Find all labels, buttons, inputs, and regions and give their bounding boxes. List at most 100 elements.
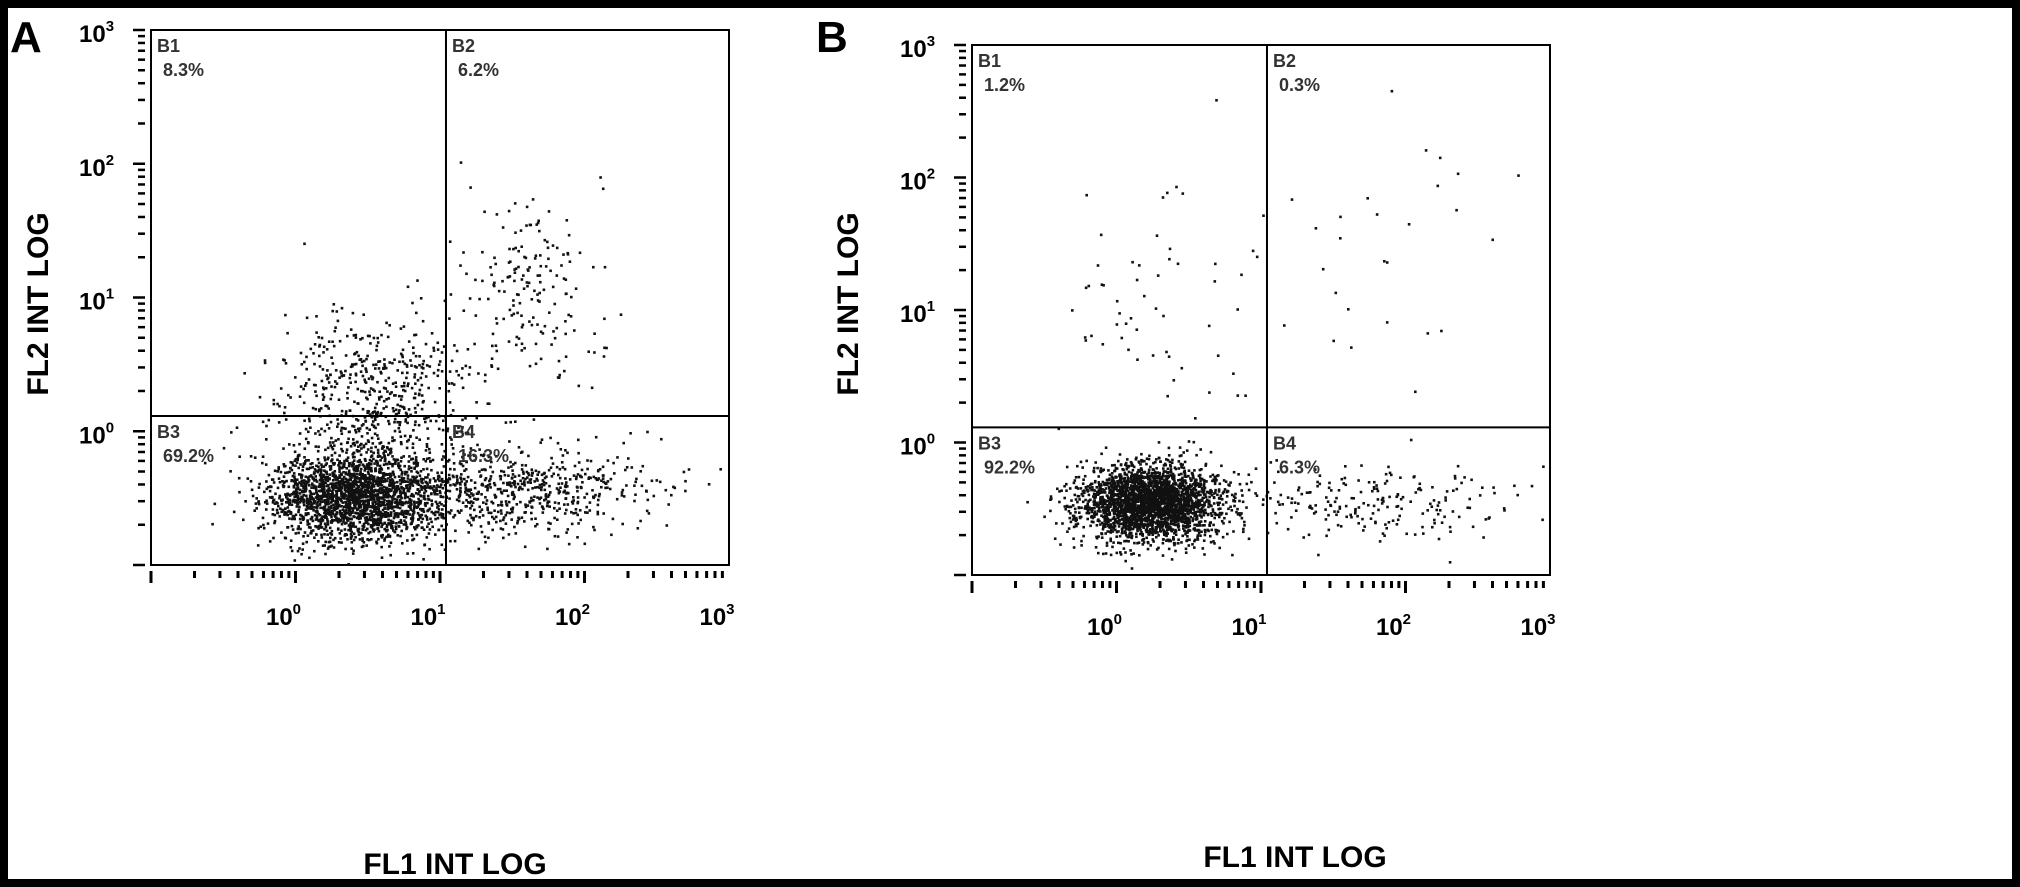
event-point [414, 456, 418, 459]
event-point [544, 497, 548, 501]
event-point [601, 465, 605, 469]
event-point [315, 488, 318, 492]
y-tick-label: 102 [79, 152, 114, 182]
event-point [622, 495, 626, 498]
event-point [372, 493, 376, 496]
event-point [368, 480, 371, 483]
event-point [464, 486, 468, 490]
event-point [387, 466, 390, 470]
event-point [333, 486, 337, 490]
event-point [462, 309, 466, 312]
event-point [419, 499, 423, 503]
event-point [317, 465, 320, 468]
event-point [364, 475, 367, 479]
event-point [361, 524, 364, 528]
event-point [318, 502, 322, 506]
event-point [1247, 537, 1251, 541]
event-point [376, 336, 379, 340]
event-point [443, 299, 447, 303]
event-point [362, 512, 366, 516]
event-point [450, 382, 454, 385]
event-point [506, 276, 510, 279]
event-point [620, 494, 624, 497]
event-point [331, 458, 334, 461]
event-point [423, 494, 426, 498]
event-point [414, 505, 417, 508]
event-point [339, 498, 342, 501]
event-point [473, 508, 476, 512]
event-point [461, 367, 464, 370]
event-point [510, 465, 513, 468]
event-point [577, 461, 581, 464]
event-point [372, 336, 376, 340]
event-point [536, 274, 540, 277]
event-point [481, 279, 484, 283]
event-point [356, 528, 360, 531]
event-point [285, 511, 288, 515]
event-point [508, 481, 511, 484]
event-point [422, 528, 426, 531]
event-point [667, 503, 670, 506]
event-point [330, 436, 333, 440]
event-point [407, 460, 411, 463]
event-point [1155, 458, 1158, 461]
event-point [330, 393, 334, 397]
event-point [370, 515, 374, 519]
event-point [348, 462, 351, 465]
event-point [436, 477, 440, 481]
event-point [1119, 541, 1122, 545]
event-point [374, 418, 377, 422]
event-point [229, 470, 232, 473]
event-point [434, 517, 437, 521]
event-point [331, 492, 334, 496]
event-point [317, 430, 320, 433]
event-point [1125, 534, 1128, 537]
event-point [203, 461, 207, 465]
event-point [565, 531, 568, 534]
event-point [487, 522, 491, 525]
event-point [257, 486, 261, 489]
event-point [338, 504, 342, 508]
event-point [400, 491, 404, 495]
event-point [298, 517, 302, 521]
event-point [562, 490, 565, 494]
event-point [349, 506, 352, 510]
event-point [473, 342, 476, 346]
event-point [370, 511, 373, 515]
event-point [347, 478, 351, 482]
event-point [393, 530, 397, 534]
event-point [493, 256, 496, 260]
event-point [1220, 464, 1223, 468]
event-point [335, 506, 338, 510]
event-point [378, 471, 382, 474]
event-point [413, 376, 416, 379]
event-point [324, 526, 328, 529]
event-point [337, 496, 340, 500]
event-point [501, 528, 505, 531]
event-point [369, 450, 373, 453]
event-point [548, 505, 551, 508]
event-point [528, 364, 532, 368]
event-point [338, 460, 341, 463]
event-point [301, 480, 305, 483]
event-point [483, 379, 487, 383]
event-point [363, 490, 367, 494]
event-point [289, 461, 293, 464]
event-point [612, 461, 615, 465]
event-point [317, 461, 321, 465]
event-point [414, 392, 417, 395]
event-point [1221, 492, 1225, 495]
event-point [1106, 517, 1110, 521]
event-point [1138, 485, 1142, 489]
event-point [413, 467, 416, 470]
event-point [556, 518, 559, 521]
event-point [593, 528, 596, 532]
event-point [338, 510, 342, 513]
event-point [238, 455, 241, 458]
event-point [257, 526, 260, 530]
event-point [339, 429, 343, 432]
event-point [489, 475, 493, 478]
event-point [430, 468, 433, 472]
event-point [1151, 481, 1154, 485]
event-point [513, 475, 517, 478]
